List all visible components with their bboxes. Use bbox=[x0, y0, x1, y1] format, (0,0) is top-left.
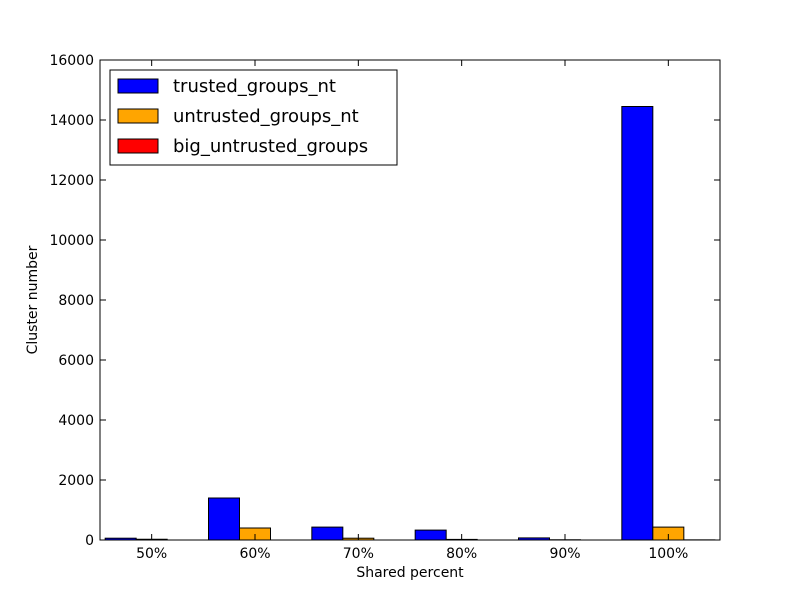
y-tick-label: 8000 bbox=[58, 293, 94, 309]
y-tick-label: 10000 bbox=[49, 233, 94, 249]
legend-label-untrusted_groups_nt: untrusted_groups_nt bbox=[173, 106, 359, 127]
legend-label-big_untrusted_groups: big_untrusted_groups bbox=[173, 136, 368, 157]
y-tick-label: 12000 bbox=[49, 173, 94, 189]
y-tick-label: 0 bbox=[85, 533, 94, 549]
x-tick-label: 60% bbox=[239, 546, 270, 562]
y-tick-label: 4000 bbox=[58, 413, 94, 429]
bar-trusted_groups_nt-100% bbox=[621, 106, 654, 541]
x-tick-label: 70% bbox=[343, 546, 374, 562]
x-tick-label: 100% bbox=[648, 546, 688, 562]
x-tick-label: 80% bbox=[446, 546, 477, 562]
bars-layer bbox=[104, 106, 716, 541]
y-tick-label: 14000 bbox=[49, 113, 94, 129]
x-tick-label: 50% bbox=[136, 546, 167, 562]
y-tick-label: 2000 bbox=[58, 473, 94, 489]
x-axis-label: Shared percent bbox=[356, 565, 464, 581]
legend-swatch-untrusted_groups_nt bbox=[117, 108, 159, 124]
y-tick-label: 16000 bbox=[49, 53, 94, 69]
y-tick-label: 6000 bbox=[58, 353, 94, 369]
legend-label-trusted_groups_nt: trusted_groups_nt bbox=[173, 76, 336, 97]
legend: trusted_groups_nt untrusted_groups_nt big_… bbox=[109, 69, 398, 166]
axis-ticks: 0 2000 4000 6000 8000 10000 12000 14000 16000 50%… bbox=[49, 53, 720, 562]
legend-swatch-big_untrusted_groups bbox=[117, 138, 159, 154]
bar-trusted_groups_nt-60% bbox=[208, 497, 240, 541]
legend-swatch-trusted_groups_nt bbox=[117, 78, 159, 94]
y-axis-label: Cluster number bbox=[25, 245, 41, 354]
x-tick-label: 90% bbox=[549, 546, 580, 562]
bar-trusted_groups_nt-80% bbox=[414, 529, 447, 541]
bar-trusted_groups_nt-70% bbox=[311, 526, 344, 541]
